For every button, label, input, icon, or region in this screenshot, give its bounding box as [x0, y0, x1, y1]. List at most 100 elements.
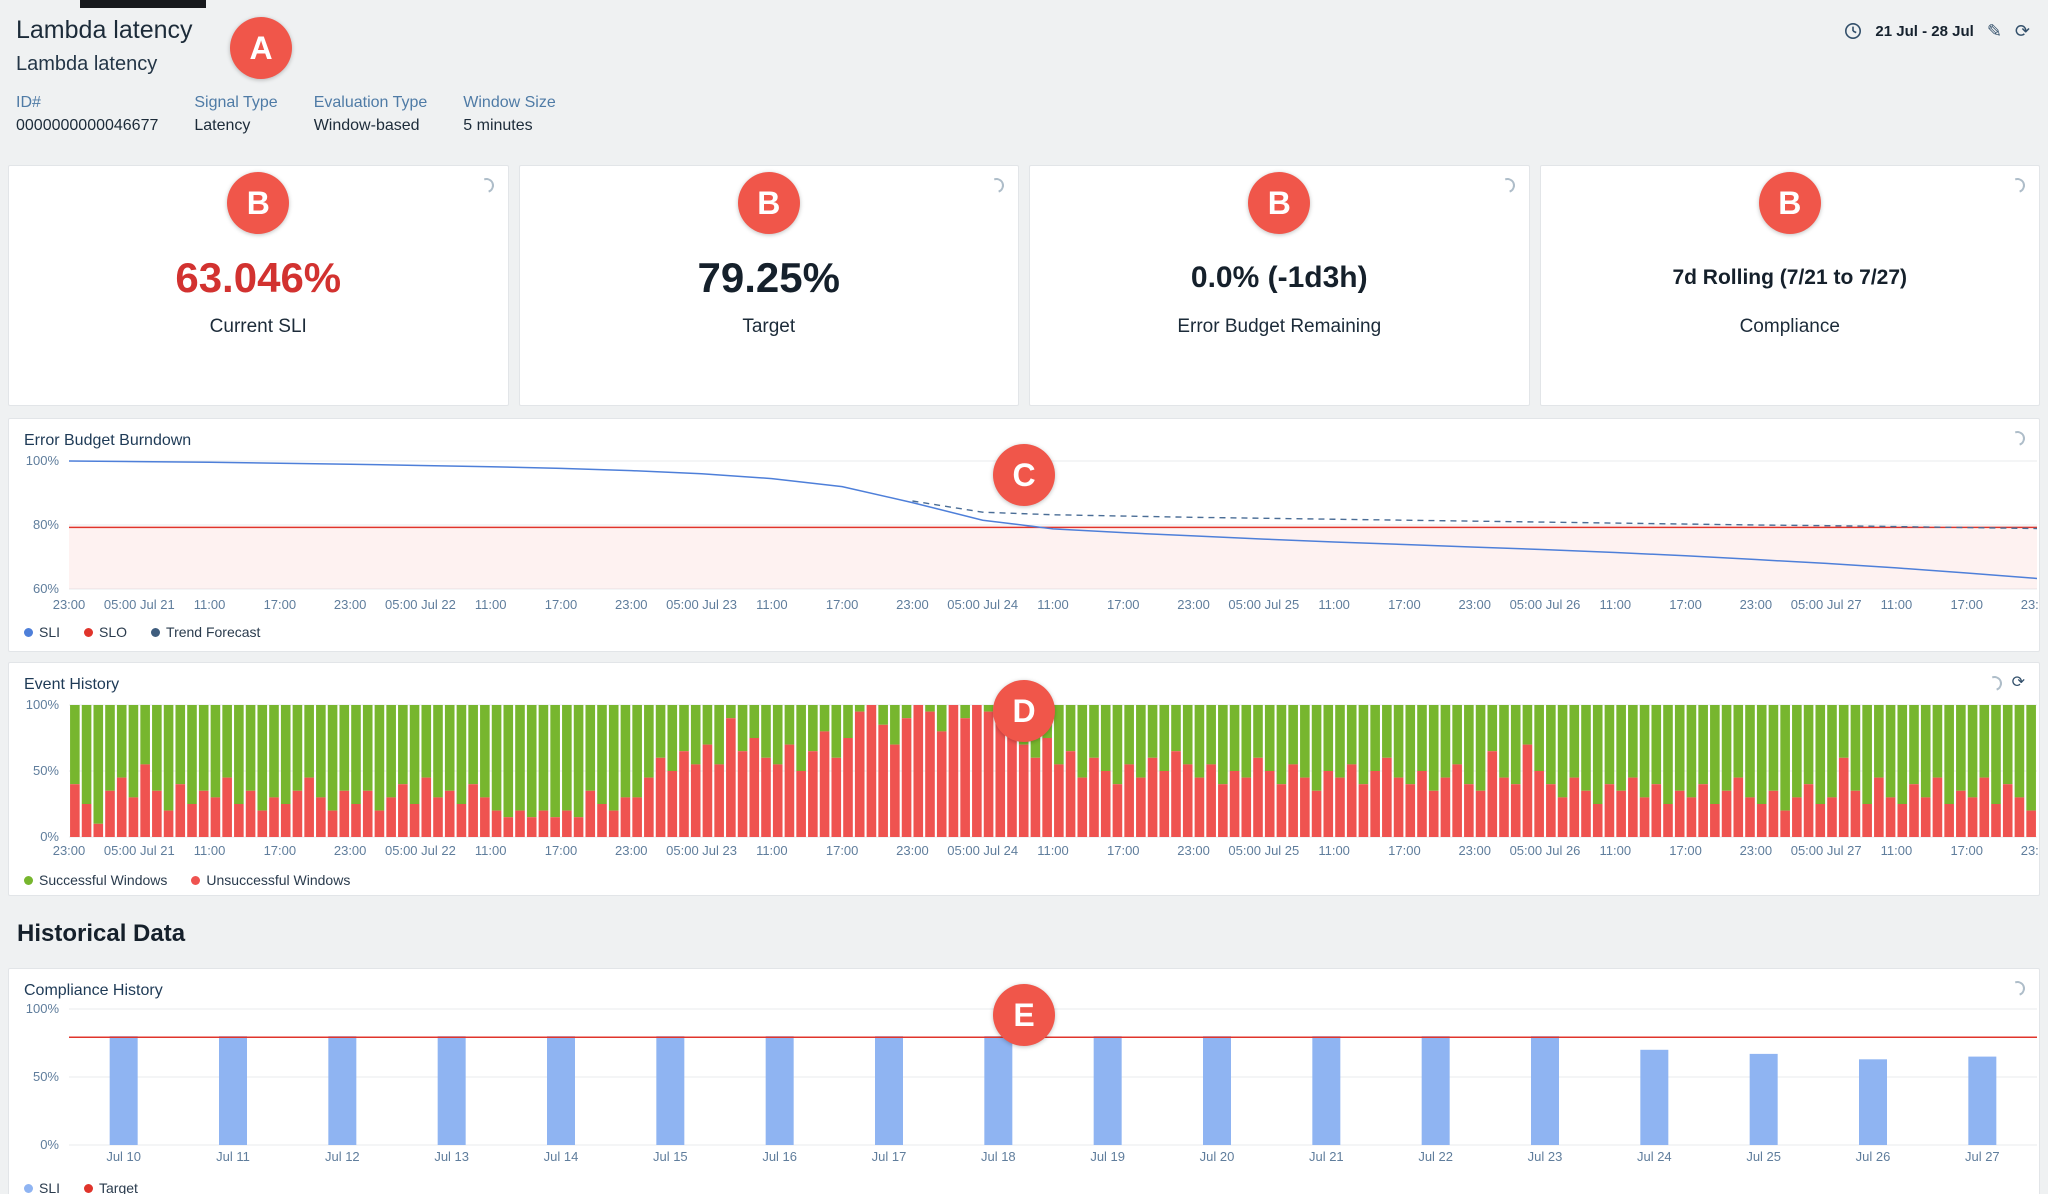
svg-text:Jul 15: Jul 15: [653, 1149, 688, 1164]
refresh-icon[interactable]: ⟳: [2014, 21, 2030, 41]
legend-item-trend-forecast[interactable]: Trend Forecast: [151, 624, 260, 640]
svg-text:05:00 Jul 21: 05:00 Jul 21: [104, 843, 175, 858]
svg-text:17:00: 17:00: [264, 843, 297, 858]
stat-value: 0.0% (-1d3h): [1190, 261, 1368, 294]
svg-text:Jul 21: Jul 21: [1309, 1149, 1344, 1164]
edit-icon[interactable]: ✎: [1986, 21, 2002, 41]
svg-text:17:00: 17:00: [1107, 843, 1140, 858]
legend-label: SLI: [39, 624, 61, 640]
legend-item-target[interactable]: Target: [84, 1180, 138, 1194]
panel-icons: ⟳: [1984, 673, 2025, 693]
annotation-marker-b: B: [1248, 172, 1311, 234]
sli-dot-icon: [24, 1183, 33, 1193]
svg-text:11:00: 11:00: [1318, 843, 1350, 858]
legend-item-slo[interactable]: SLO: [84, 624, 127, 640]
meta-label: ID#: [16, 94, 41, 111]
legend-item-unsuccessful-windows[interactable]: Unsuccessful Windows: [191, 872, 350, 888]
target-dot-icon: [84, 1183, 94, 1193]
svg-text:11:00: 11:00: [194, 597, 226, 612]
stat-label: Compliance: [1739, 316, 1840, 337]
header: Lambda latency Lambda latency ID# 000000…: [0, 0, 2048, 165]
svg-text:05:00 Jul 24: 05:00 Jul 24: [947, 597, 1018, 612]
error-budget-burndown-chart: 100%80%60%23:00 05:00 Jul 21 11:00 17:00 23:…: [26, 453, 2039, 612]
svg-text:Jul 22: Jul 22: [1418, 1149, 1453, 1164]
legend-label: SLI: [39, 1180, 61, 1194]
legend-label: Successful Windows: [39, 872, 168, 888]
svg-text:05:00 Jul 26: 05:00 Jul 26: [1510, 843, 1581, 858]
svg-text:23:00: 23:00: [615, 843, 648, 858]
svg-text:05:00 Jul 23: 05:00 Jul 23: [666, 597, 737, 612]
svg-text:05:00 Jul 27: 05:00 Jul 27: [1791, 597, 1862, 612]
svg-text:11:00: 11:00: [475, 843, 507, 858]
svg-text:11:00: 11:00: [1881, 843, 1913, 858]
svg-text:05:00 Jul 25: 05:00 Jul 25: [1228, 597, 1299, 612]
annotation-marker-b: B: [1758, 172, 1821, 234]
successful-dot-icon: [24, 875, 33, 885]
svg-text:100%: 100%: [26, 697, 60, 712]
svg-text:Jul 24: Jul 24: [1637, 1149, 1672, 1164]
panel-title: Error Budget Burndown: [24, 432, 192, 449]
stat-card-target: B 79.25% Target: [518, 165, 1019, 406]
stat-value: 7d Rolling (7/21 to 7/27): [1672, 266, 1908, 289]
annotation-marker-a: A: [230, 17, 292, 79]
svg-text:23:00: 23:00: [1458, 843, 1491, 858]
historical-data-heading: Historical Data: [17, 920, 186, 947]
svg-text:23:00: 23:00: [896, 597, 929, 612]
svg-text:11:00: 11:00: [756, 843, 788, 858]
svg-text:11:00: 11:00: [1599, 597, 1631, 612]
stat-label: Target: [742, 316, 796, 337]
svg-text:17:00: 17:00: [826, 843, 859, 858]
loading-spinner-icon: [2007, 978, 2028, 999]
panel-title: Event History: [24, 676, 120, 693]
date-range[interactable]: 21 Jul - 28 Jul: [1875, 22, 1974, 40]
svg-text:17:00: 17:00: [1950, 597, 1983, 612]
svg-text:05:00 Jul 22: 05:00 Jul 22: [385, 843, 456, 858]
svg-text:Jul 18: Jul 18: [981, 1149, 1016, 1164]
event-legend: Successful Windows Unsuccessful Windows: [9, 867, 2039, 888]
meta-label: Evaluation Type: [313, 94, 428, 111]
svg-text:23:00: 23:00: [1177, 597, 1210, 612]
error-budget-burndown-panel: Error Budget Burndown C 100% 80% 60% 23:00 0…: [8, 418, 2040, 652]
svg-text:05:00 Jul 25: 05:00 Jul 25: [1228, 843, 1299, 858]
svg-text:0%: 0%: [40, 1137, 59, 1152]
annotation-marker-d: D: [993, 680, 1055, 742]
burndown-legend: SLI SLO Trend Forecast: [9, 619, 2039, 640]
legend-label: Trend Forecast: [166, 624, 261, 640]
legend-item-sli[interactable]: SLI: [24, 624, 60, 640]
annotation-marker-b: B: [227, 172, 290, 234]
svg-text:05:00 Jul 23: 05:00 Jul 23: [666, 843, 737, 858]
unsuccessful-dot-icon: [191, 875, 201, 885]
svg-text:23:00: 23:00: [334, 843, 367, 858]
stat-card-current-sli: B 63.046% Current SLI: [8, 165, 509, 406]
svg-text:23:00: 23:00: [896, 843, 929, 858]
panel-icons: [2007, 978, 2028, 999]
meta-label: Window Size: [463, 94, 556, 111]
svg-text:05:00 Jul 22: 05:00 Jul 22: [385, 597, 456, 612]
svg-text:17:00: 17:00: [1950, 843, 1983, 858]
slo-dot-icon: [84, 627, 94, 637]
meta-row: ID# 0000000000046677 Signal Type Latency…: [16, 94, 2032, 135]
legend-item-sli[interactable]: SLI: [24, 1180, 60, 1194]
svg-text:23:00: 23:00: [2021, 597, 2039, 612]
svg-text:17:00: 17:00: [1669, 843, 1702, 858]
meta-id: ID# 0000000000046677: [16, 94, 158, 135]
loading-spinner-icon: [1984, 673, 2005, 693]
svg-text:11:00: 11:00: [194, 843, 226, 858]
svg-text:05:00 Jul 21: 05:00 Jul 21: [104, 597, 175, 612]
stat-value: 79.25%: [697, 254, 840, 301]
event-history-panel: Event History ⟳ D 100% 50% 0% 23:00 05:00 Ju…: [8, 662, 2040, 896]
legend-item-successful-windows[interactable]: Successful Windows: [24, 872, 167, 888]
stat-card-compliance: B 7d Rolling (7/21 to 7/27) Compliance: [1539, 165, 2040, 406]
svg-text:11:00: 11:00: [1318, 597, 1350, 612]
svg-text:17:00: 17:00: [545, 843, 578, 858]
browser-artifact: [80, 0, 206, 8]
svg-text:17:00: 17:00: [826, 597, 859, 612]
svg-text:11:00: 11:00: [475, 597, 507, 612]
svg-text:Jul 19: Jul 19: [1090, 1149, 1125, 1164]
event-history-chart: 100%50%0%23:00 05:00 Jul 21 11:00 17:00 23:0…: [26, 697, 2039, 858]
stat-value: 63.046%: [175, 254, 342, 301]
refresh-icon[interactable]: ⟳: [2011, 674, 2025, 691]
svg-text:17:00: 17:00: [1388, 597, 1421, 612]
svg-text:17:00: 17:00: [264, 597, 297, 612]
svg-text:100%: 100%: [26, 453, 60, 468]
